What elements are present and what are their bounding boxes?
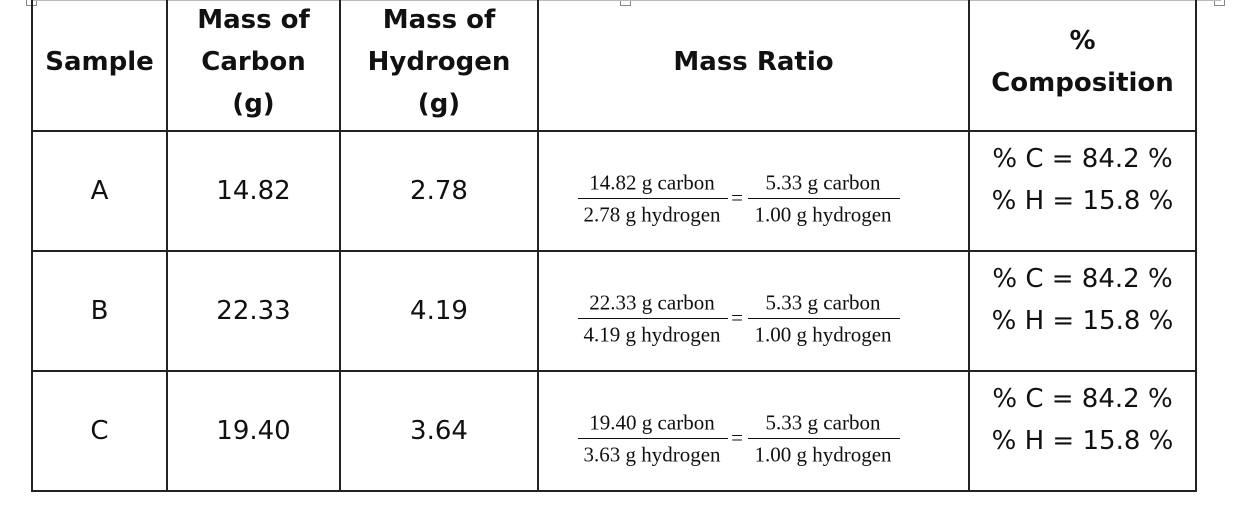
equals-sign: = (731, 425, 743, 450)
ratio-numerator: 5.33 g carbon (765, 170, 881, 195)
row-border (31, 250, 1197, 252)
header-text: Carbon (201, 47, 306, 77)
ratio-denominator: 2.78 g hydrogen (583, 202, 721, 227)
header-text: Mass Ratio (673, 47, 834, 77)
row-border (31, 490, 1197, 492)
hydrogen-mass: 3.64 (410, 416, 468, 446)
header-text: Mass of (197, 5, 310, 35)
ratio-denominator: 1.00 g hydrogen (754, 202, 892, 227)
header-text: (g) (232, 89, 275, 119)
ratio-denominator: 1.00 g hydrogen (754, 322, 892, 347)
hydrogen-mass: 4.19 (410, 296, 468, 326)
ratio-numerator: 14.82 g carbon (589, 170, 715, 195)
ratio-numerator: 19.40 g carbon (589, 410, 715, 435)
composition-line: % H = 15.8 % (991, 306, 1174, 336)
column-border (968, 0, 970, 492)
header-text: % (1069, 26, 1096, 56)
ratio-denominator: 4.19 g hydrogen (583, 322, 721, 347)
fraction-bar (748, 198, 900, 199)
sample-label: A (90, 176, 109, 206)
composition-line: % H = 15.8 % (991, 426, 1174, 456)
hydrogen-mass: 2.78 (410, 176, 468, 206)
column-border (31, 0, 33, 492)
header-text: Hydrogen (367, 47, 511, 77)
equals-sign: = (731, 185, 743, 210)
sample-label: C (90, 416, 109, 446)
ratio-numerator: 5.33 g carbon (765, 410, 881, 435)
header-text: Mass of (382, 5, 496, 35)
fraction-bar (748, 318, 900, 319)
row-border (31, 130, 1197, 132)
column-border (339, 0, 341, 492)
fraction-bar (578, 198, 728, 199)
fraction-bar (748, 438, 900, 439)
fraction-bar (578, 318, 728, 319)
composition-line: % H = 15.8 % (991, 186, 1174, 216)
row-border (31, 370, 1197, 372)
column-border (537, 0, 539, 492)
carbon-mass: 14.82 (216, 176, 291, 206)
ratio-numerator: 22.33 g carbon (589, 290, 715, 315)
header-text: Composition (991, 68, 1174, 98)
header-text: (g) (417, 89, 461, 119)
ratio-numerator: 5.33 g carbon (765, 290, 881, 315)
column-border (1195, 0, 1197, 492)
table-handle (620, 0, 631, 6)
composition-line: % C = 84.2 % (992, 144, 1173, 174)
equals-sign: = (731, 305, 743, 330)
composition-line: % C = 84.2 % (992, 264, 1173, 294)
fraction-bar (578, 438, 728, 439)
carbon-mass: 22.33 (216, 296, 291, 326)
carbon-mass: 19.40 (216, 416, 291, 446)
header-text: Sample (45, 47, 154, 77)
column-border (166, 0, 168, 492)
ratio-denominator: 1.00 g hydrogen (754, 442, 892, 467)
ratio-denominator: 3.63 g hydrogen (583, 442, 721, 467)
sample-label: B (90, 296, 109, 326)
top-edge (31, 0, 1221, 1)
composition-line: % C = 84.2 % (992, 384, 1173, 414)
table-handle (1214, 0, 1225, 6)
